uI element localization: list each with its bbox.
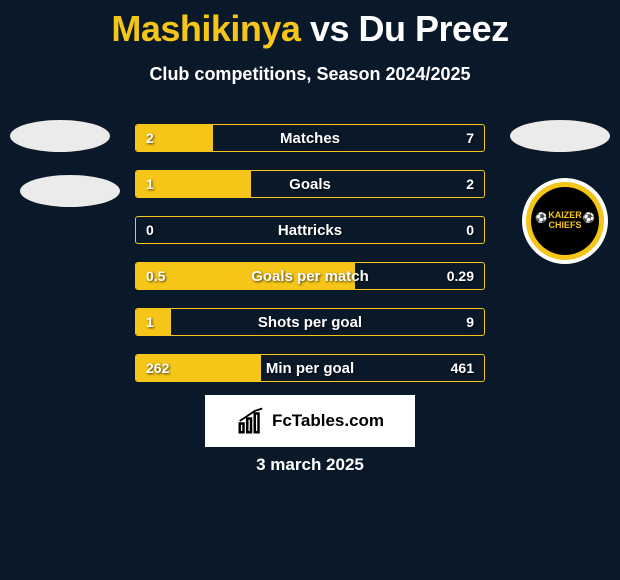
bar-value-left: 2 xyxy=(146,130,154,146)
bar-label: Goals per match xyxy=(251,268,369,285)
club-badge: KAIZER CHIEFS xyxy=(522,178,608,264)
attribution-text: FcTables.com xyxy=(272,411,384,431)
bar-row: 1 Goals 2 xyxy=(135,170,485,198)
page-title: Mashikinya vs Du Preez xyxy=(0,0,620,50)
player-b-name: Du Preez xyxy=(359,8,509,49)
bar-value-left: 1 xyxy=(146,314,154,330)
date-text: 3 march 2025 xyxy=(0,455,620,475)
bar-label: Shots per goal xyxy=(258,314,362,331)
bar-label: Goals xyxy=(289,176,331,193)
bar-row: 262 Min per goal 461 xyxy=(135,354,485,382)
bar-value-left: 0 xyxy=(146,222,154,238)
club-badge-text: KAIZER CHIEFS xyxy=(531,187,599,255)
bar-label: Hattricks xyxy=(278,222,342,239)
bar-value-right: 7 xyxy=(466,130,474,146)
bar-value-right: 0 xyxy=(466,222,474,238)
bar-value-right: 0.29 xyxy=(447,268,474,284)
player-a-name: Mashikinya xyxy=(111,8,300,49)
player-b-placeholder-top xyxy=(510,120,610,152)
chart-icon xyxy=(236,406,266,436)
bar-value-right: 461 xyxy=(451,360,474,376)
bar-row: 2 Matches 7 xyxy=(135,124,485,152)
bar-value-left: 262 xyxy=(146,360,169,376)
subtitle: Club competitions, Season 2024/2025 xyxy=(0,64,620,85)
bar-value-right: 9 xyxy=(466,314,474,330)
bar-value-right: 2 xyxy=(466,176,474,192)
vs-text: vs xyxy=(310,8,349,49)
comparison-bars: 2 Matches 7 1 Goals 2 0 Hattricks 0 0.5 Goals per … xyxy=(135,124,485,400)
bar-label: Min per goal xyxy=(266,360,354,377)
attribution: FcTables.com xyxy=(205,395,415,447)
bar-row: 1 Shots per goal 9 xyxy=(135,308,485,336)
bar-row: 0.5 Goals per match 0.29 xyxy=(135,262,485,290)
player-a-placeholder-bottom xyxy=(20,175,120,207)
player-a-placeholder-top xyxy=(10,120,110,152)
bar-value-left: 1 xyxy=(146,176,154,192)
bar-label: Matches xyxy=(280,130,340,147)
bar-value-left: 0.5 xyxy=(146,268,165,284)
bar-row: 0 Hattricks 0 xyxy=(135,216,485,244)
